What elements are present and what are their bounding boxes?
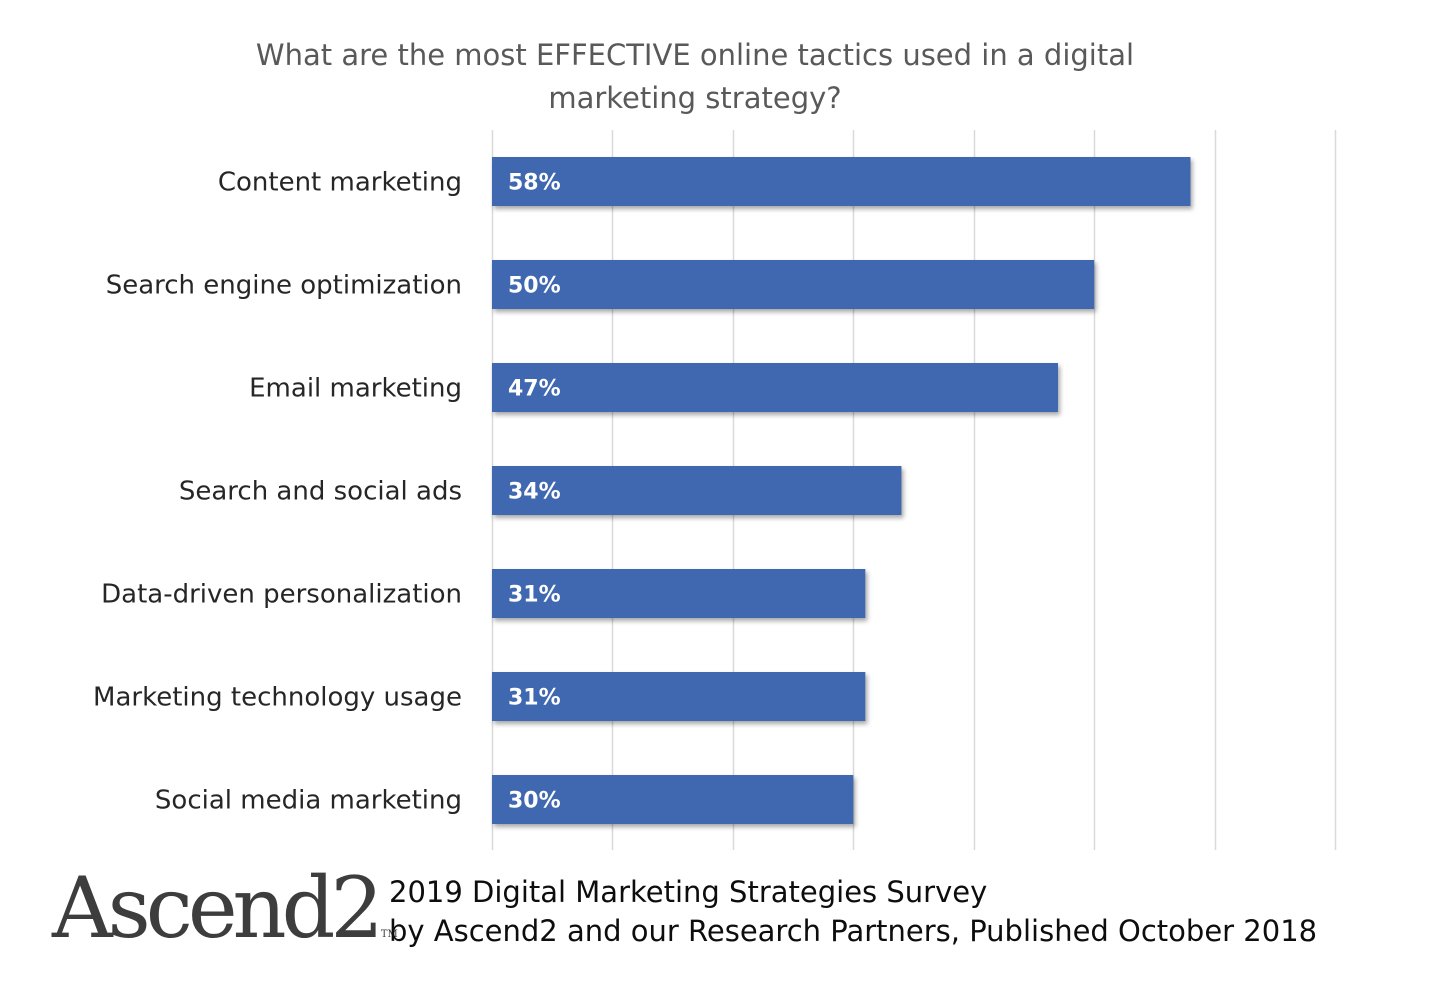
bar bbox=[492, 363, 1059, 412]
data-label: 31% bbox=[508, 686, 561, 711]
credit-line-2: by Ascend2 and our Research Partners, Pu… bbox=[389, 914, 1318, 948]
category-label: Email marketing bbox=[249, 374, 462, 404]
data-label: 30% bbox=[508, 789, 561, 814]
bar bbox=[492, 672, 866, 721]
logo-trademark: TM bbox=[380, 929, 398, 940]
source-credit: 2019 Digital Marketing Strategies Survey… bbox=[389, 873, 1317, 951]
bar bbox=[492, 569, 866, 618]
category-label: Marketing technology usage bbox=[93, 683, 462, 713]
bar-chart: 58% 50% 47% 34% 31% 31% 30% Content marketing S… bbox=[93, 130, 1337, 850]
data-label: 31% bbox=[508, 583, 561, 608]
bar bbox=[492, 260, 1095, 309]
ascend2-logo: Ascend2 TM bbox=[52, 866, 398, 950]
logo-text: Ascend2 bbox=[52, 859, 384, 957]
category-labels: Content marketing Search engine optimizat… bbox=[93, 168, 462, 816]
data-label: 58% bbox=[508, 171, 561, 196]
category-label: Social media marketing bbox=[155, 786, 462, 816]
category-label: Content marketing bbox=[218, 168, 462, 198]
data-label: 47% bbox=[508, 377, 561, 402]
bar bbox=[492, 466, 902, 515]
bars: 58% 50% 47% 34% 31% 31% 30% bbox=[492, 157, 1191, 824]
data-label: 50% bbox=[508, 274, 561, 299]
bar bbox=[492, 157, 1191, 206]
chart-title: What are the most EFFECTIVE online tacti… bbox=[255, 38, 1135, 115]
data-label: 34% bbox=[508, 480, 561, 505]
category-label: Data-driven personalization bbox=[101, 580, 462, 610]
category-label: Search engine optimization bbox=[106, 271, 462, 301]
credit-line-1: 2019 Digital Marketing Strategies Survey bbox=[389, 875, 988, 909]
bar bbox=[492, 775, 854, 824]
category-label: Search and social ads bbox=[179, 477, 462, 507]
